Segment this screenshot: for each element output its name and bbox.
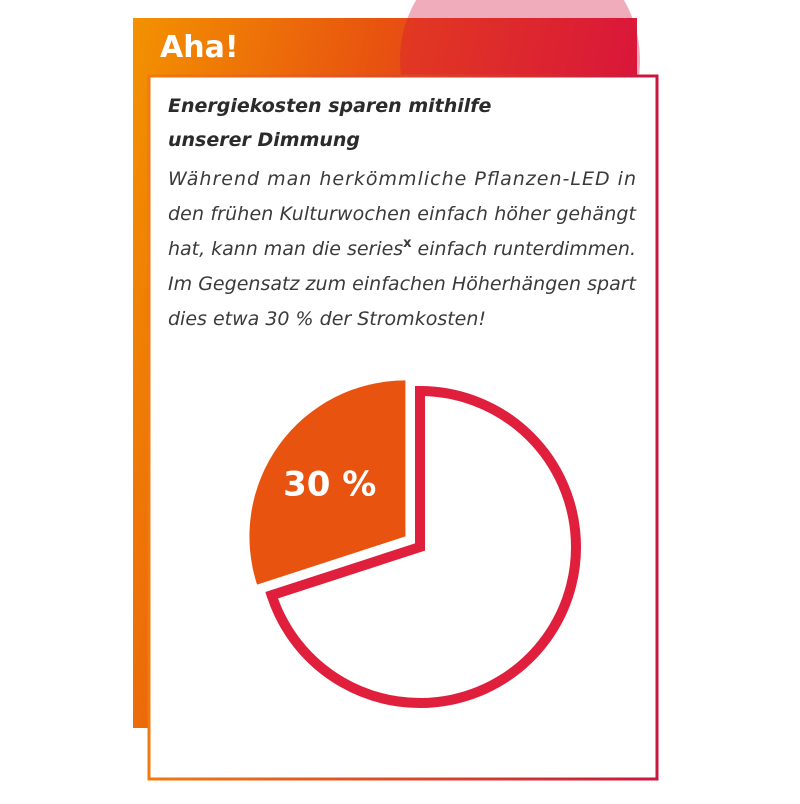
body-line: dies etwa 30 % der Stromkosten! <box>168 308 486 330</box>
body-text: hat, kann man die series <box>168 238 403 260</box>
body-line: Im Gegensatz zum einfachen Höherhängen s… <box>168 273 638 295</box>
body-text: einfach runterdimmen. <box>411 238 636 260</box>
body-line: den frühen Kulturwochen einfach höher ge… <box>168 203 638 225</box>
body-line: hat, kann man die seriesx einfach runter… <box>168 236 636 260</box>
badge: Aha! <box>160 30 239 65</box>
body-line: Während man herkömmliche Pflanzen-LED in <box>168 168 636 190</box>
heading: unserer Dimmung <box>168 129 360 151</box>
value-label: 30 % <box>283 464 376 504</box>
superscript: x <box>403 236 412 251</box>
pie-slice <box>265 385 581 708</box>
heading: Energiekosten sparen mithilfe <box>168 95 492 117</box>
pie-slice <box>249 380 406 585</box>
